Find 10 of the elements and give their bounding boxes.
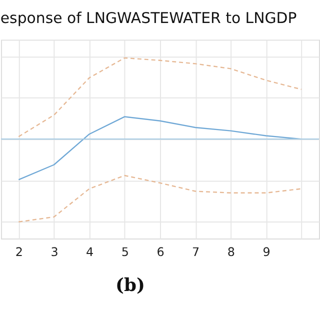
x-tick-label: 7 [192,244,200,259]
x-tick-label: 2 [15,244,23,259]
chart-title: esponse of LNGWASTEWATER to LNGDP [0,8,297,27]
x-tick-label: 4 [86,244,94,259]
x-tick-label: 9 [262,244,270,259]
x-tick-label: 3 [50,244,58,259]
text: (b) [115,275,145,296]
x-tick-label: 6 [156,244,164,259]
x-tick-label: 5 [121,244,129,259]
x-tick-label: 8 [227,244,235,259]
